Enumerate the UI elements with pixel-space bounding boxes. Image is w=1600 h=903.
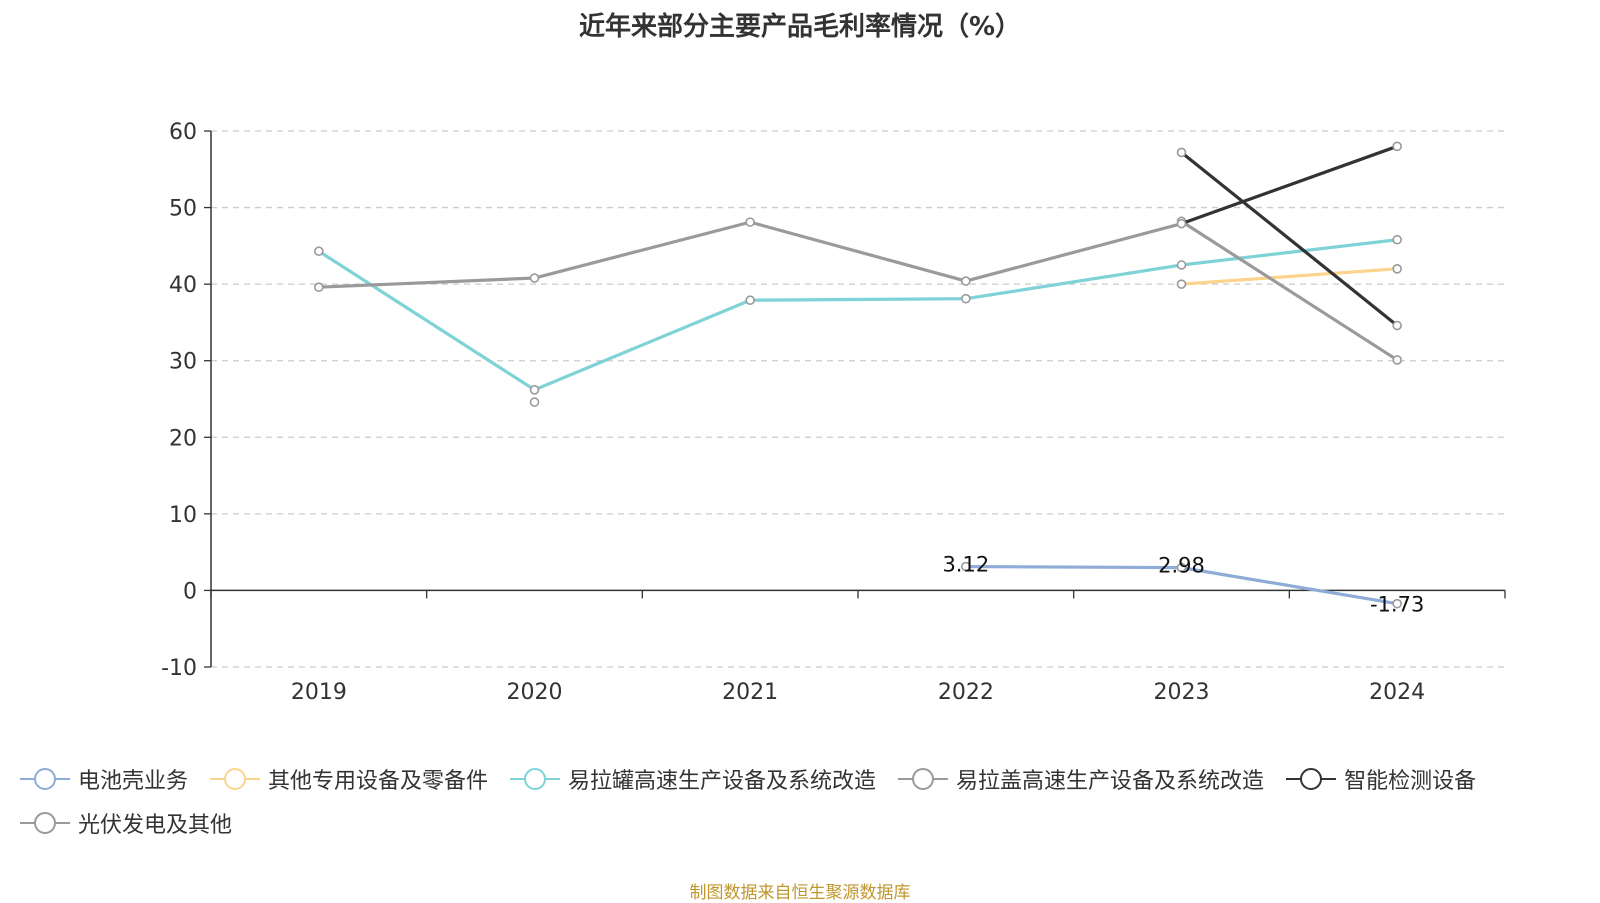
data-point — [745, 295, 755, 306]
x-tick-label: 2020 — [507, 680, 563, 705]
y-tick-label: 30 — [169, 350, 197, 375]
data-point — [529, 385, 540, 395]
x-tick-label: 2021 — [722, 680, 778, 705]
legend-label: 其他专用设备及零备件 — [268, 769, 489, 794]
x-tick-label: 2024 — [1369, 680, 1425, 705]
axes: 60 50 40 30 20 10 0 -10 2019 2020 2021 2022 2023 2024 — [161, 120, 1506, 705]
legend-item[interactable]: 光伏发电及其他 — [20, 804, 232, 842]
y-tick-label: 0 — [183, 579, 197, 604]
legend-marker-icon — [898, 768, 949, 790]
line-chart: 60 50 40 30 20 10 0 -10 2019 2020 2021 2022 2023 2024… — [161, 120, 1506, 705]
y-tick-label: 10 — [169, 503, 197, 528]
source-note: 制图数据来自恒生聚源数据库 — [689, 883, 911, 903]
legend-item[interactable]: 易拉罐高速生产设备及系统改造 — [510, 760, 876, 798]
legend-marker-icon — [20, 768, 70, 790]
data-point — [1176, 279, 1187, 289]
series-line-segment — [748, 297, 968, 302]
y-tick-label: -10 — [161, 656, 197, 681]
series-line-segment — [1179, 144, 1399, 226]
data-point — [1392, 264, 1402, 274]
data-point — [529, 397, 540, 407]
data-point — [1176, 260, 1187, 270]
data-point — [745, 217, 755, 227]
y-tick-label: 20 — [169, 426, 197, 451]
data-point — [961, 561, 971, 572]
data-point — [1176, 147, 1187, 158]
legend: 电池壳业务 其他专用设备及零备件 易拉罐高速生产设备及系统改造 易拉盖高速生产设备及系… — [20, 760, 1590, 842]
data-label: 2.98 — [1158, 554, 1205, 578]
series-line-segment — [1179, 219, 1399, 362]
series-line-segment — [1179, 267, 1399, 286]
data-label: 3.12 — [942, 553, 989, 577]
series-line-segment — [317, 276, 537, 289]
series-line-segment — [964, 222, 1184, 283]
series-line-segment — [964, 263, 1184, 301]
data-point — [529, 273, 540, 283]
chart-title: 近年来部分主要产品毛利率情况（%） — [578, 12, 1022, 42]
legend-marker-icon — [510, 768, 561, 790]
legend-label: 光伏发电及其他 — [78, 813, 233, 838]
data-point — [1392, 234, 1402, 245]
grid-lines — [211, 130, 1505, 668]
legend-label: 易拉盖高速生产设备及系统改造 — [956, 769, 1265, 794]
series-line-segment — [317, 249, 537, 392]
x-tick-label: 2022 — [938, 680, 994, 705]
legend-label: 智能检测设备 — [1344, 769, 1477, 794]
legend-item[interactable]: 电池壳业务 — [20, 760, 188, 798]
y-tick-label: 50 — [169, 197, 197, 222]
data-point — [1392, 598, 1402, 609]
data-labels: 3.12 2.98 -1.73 — [942, 553, 1424, 617]
data-point — [1392, 141, 1402, 152]
y-tick-label: 40 — [169, 273, 197, 298]
data-point — [1392, 320, 1402, 331]
data-point — [1392, 355, 1402, 365]
legend-item[interactable]: 其他专用设备及零备件 — [210, 760, 488, 798]
series-line-segment — [1179, 238, 1399, 267]
x-tick-label: 2019 — [291, 680, 347, 705]
data-point — [961, 276, 971, 286]
series-line-segment — [964, 564, 1184, 570]
legend-marker-icon — [1286, 768, 1337, 790]
legend-label: 电池壳业务 — [78, 769, 189, 794]
data-point — [1176, 218, 1187, 229]
legend-item[interactable]: 智能检测设备 — [1286, 760, 1476, 798]
series-line-segment — [1179, 566, 1399, 606]
data-point — [314, 246, 324, 257]
data-point — [1176, 562, 1187, 573]
data-label: -1.73 — [1370, 593, 1424, 617]
series-line-segment — [1179, 150, 1399, 328]
data-point — [314, 282, 324, 293]
legend-label: 易拉罐高速生产设备及系统改造 — [568, 769, 877, 794]
series-line-segment — [532, 220, 752, 280]
legend-item[interactable]: 易拉盖高速生产设备及系统改造 — [898, 760, 1264, 798]
series-line-segment — [748, 220, 968, 283]
y-tick-label: 60 — [169, 120, 197, 145]
series-line-segment — [532, 298, 752, 392]
legend-marker-icon — [210, 768, 261, 790]
legend-marker-icon — [20, 812, 70, 834]
series-lines — [314, 141, 1402, 609]
x-tick-label: 2023 — [1154, 680, 1210, 705]
data-point — [961, 293, 971, 304]
